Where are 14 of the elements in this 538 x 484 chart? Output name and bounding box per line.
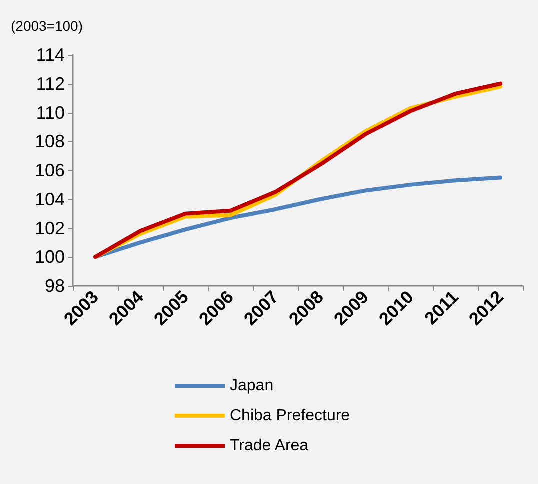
- legend-label: Japan: [230, 378, 274, 394]
- y-tick-label: 114: [36, 45, 65, 65]
- y-tick-label: 98: [44, 276, 65, 296]
- y-tick-label: 110: [36, 102, 65, 123]
- y-tick-label: 102: [34, 218, 65, 238]
- line-series: [94, 176, 502, 260]
- y-tick-label: 108: [34, 132, 65, 152]
- legend-label: Chiba Prefecture: [230, 408, 350, 424]
- y-tick-label: 112: [36, 74, 65, 94]
- legend-label: Trade Area: [230, 438, 309, 454]
- y-axis-title: (2003=100): [11, 18, 84, 34]
- y-tick-label: 106: [34, 160, 65, 180]
- y-tick-label: 100: [34, 247, 65, 268]
- y-tick-label: 104: [34, 189, 65, 210]
